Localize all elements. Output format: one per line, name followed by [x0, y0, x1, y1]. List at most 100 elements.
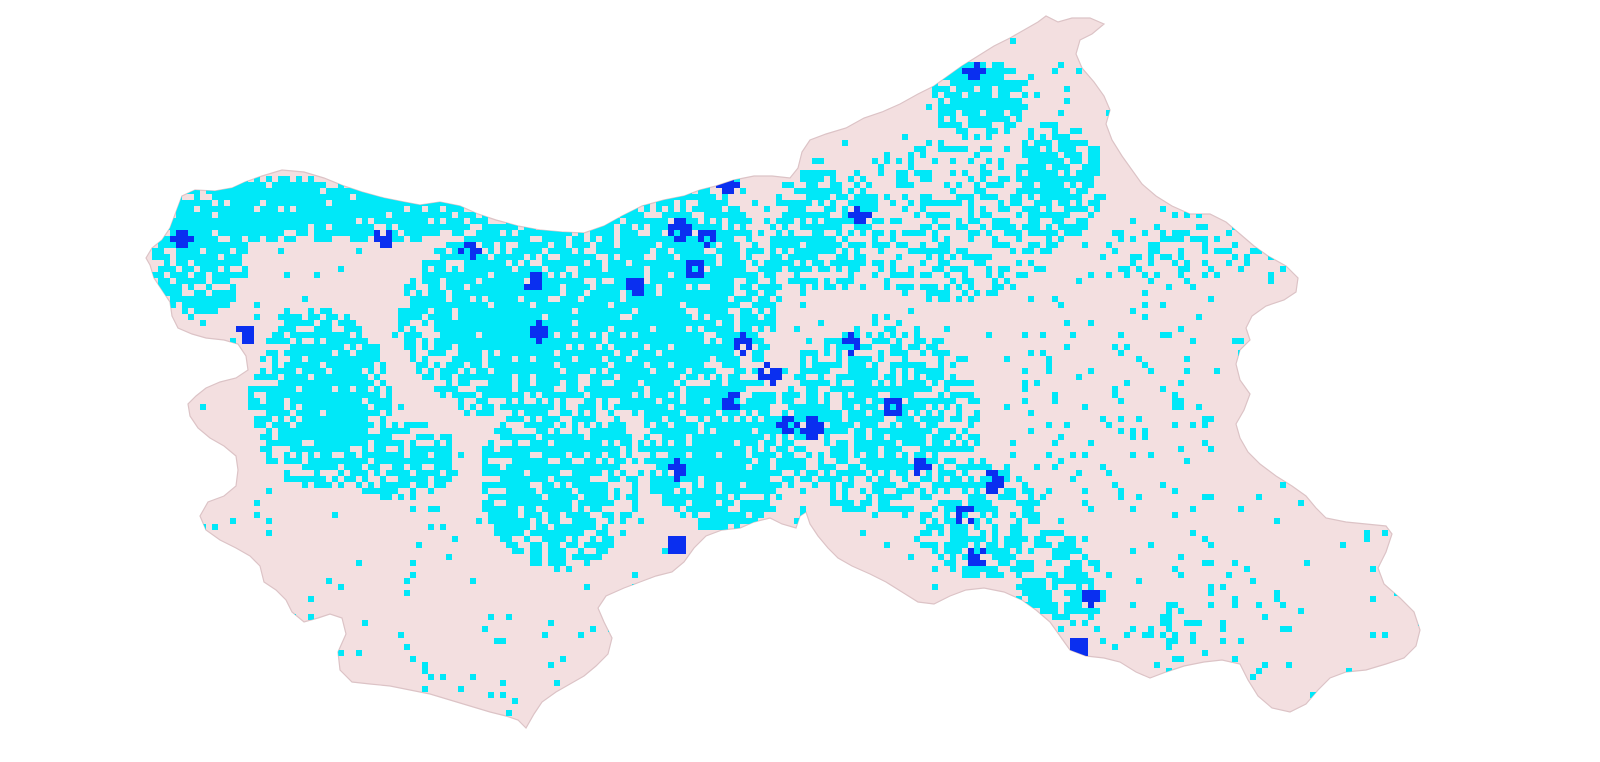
raster-cell-moderate	[482, 278, 488, 284]
raster-cell-moderate	[1178, 272, 1184, 278]
raster-cell-moderate	[626, 380, 632, 386]
raster-cell-moderate	[560, 374, 566, 380]
raster-cell-moderate	[602, 242, 608, 248]
raster-cell-moderate	[236, 194, 242, 200]
raster-cell-moderate	[398, 476, 404, 482]
raster-cell-moderate	[212, 194, 218, 200]
raster-cell-moderate	[902, 206, 908, 212]
raster-cell-moderate	[662, 386, 668, 392]
raster-cell-moderate	[302, 368, 308, 374]
raster-cell-moderate	[962, 254, 968, 260]
raster-cell-moderate	[464, 266, 470, 272]
raster-cell-moderate	[1022, 488, 1028, 494]
raster-cell-moderate	[554, 476, 560, 482]
raster-cell-moderate	[656, 206, 662, 212]
raster-cell-moderate	[566, 356, 572, 362]
raster-cell-moderate	[440, 452, 446, 458]
raster-cell-moderate	[1112, 248, 1118, 254]
raster-cell-moderate	[890, 266, 896, 272]
raster-cell-moderate	[488, 464, 494, 470]
raster-cell-moderate	[752, 434, 758, 440]
raster-cell-moderate	[746, 422, 752, 428]
raster-cell-moderate	[686, 254, 692, 260]
raster-cell-moderate	[614, 446, 620, 452]
raster-cell-moderate	[626, 374, 632, 380]
raster-cell-moderate	[560, 464, 566, 470]
raster-cell-moderate	[248, 200, 254, 206]
raster-cell-moderate	[926, 416, 932, 422]
raster-cell-moderate	[404, 314, 410, 320]
raster-cell-high	[170, 236, 176, 242]
raster-cell-moderate	[542, 254, 548, 260]
raster-cell-moderate	[326, 464, 332, 470]
raster-cell-moderate	[842, 218, 848, 224]
raster-cell-moderate	[332, 446, 338, 452]
raster-cell-moderate	[536, 350, 542, 356]
raster-cell-moderate	[392, 230, 398, 236]
raster-cell-moderate	[740, 212, 746, 218]
raster-cell-moderate	[458, 344, 464, 350]
raster-cell-moderate	[518, 350, 524, 356]
raster-cell-moderate	[938, 434, 944, 440]
raster-cell-moderate	[1196, 212, 1202, 218]
raster-cell-moderate	[344, 458, 350, 464]
raster-cell-moderate	[686, 404, 692, 410]
raster-cell-moderate	[266, 338, 272, 344]
raster-cell-moderate	[350, 224, 356, 230]
raster-cell-moderate	[422, 266, 428, 272]
raster-cell-moderate	[974, 290, 980, 296]
raster-cell-moderate	[398, 446, 404, 452]
raster-cell-moderate	[608, 464, 614, 470]
raster-cell-moderate	[584, 254, 590, 260]
raster-cell-moderate	[1046, 206, 1052, 212]
raster-cell-moderate	[722, 422, 728, 428]
raster-cell-moderate	[410, 212, 416, 218]
raster-cell-moderate	[842, 428, 848, 434]
raster-cell-moderate	[1052, 212, 1058, 218]
raster-cell-moderate	[812, 188, 818, 194]
raster-cell-moderate	[674, 242, 680, 248]
raster-cell-moderate	[266, 446, 272, 452]
raster-cell-moderate	[620, 308, 626, 314]
raster-cell-moderate	[404, 290, 410, 296]
raster-cell-moderate	[494, 356, 500, 362]
raster-cell-moderate	[272, 194, 278, 200]
raster-cell-moderate	[986, 98, 992, 104]
raster-cell-moderate	[482, 368, 488, 374]
raster-cell-moderate	[518, 434, 524, 440]
raster-cell-moderate	[1028, 248, 1034, 254]
raster-cell-high	[686, 260, 692, 266]
raster-cell-moderate	[542, 476, 548, 482]
raster-cell-moderate	[482, 344, 488, 350]
raster-cell-moderate	[752, 338, 758, 344]
raster-cell-moderate	[860, 242, 866, 248]
raster-cell-moderate	[584, 326, 590, 332]
raster-cell-moderate	[632, 386, 638, 392]
raster-cell-moderate	[500, 428, 506, 434]
raster-cell-moderate	[758, 470, 764, 476]
raster-cell-moderate	[626, 296, 632, 302]
raster-cell-high	[674, 224, 680, 230]
raster-cell-moderate	[638, 272, 644, 278]
raster-cell-moderate	[644, 206, 650, 212]
raster-cell-moderate	[260, 194, 266, 200]
raster-cell-moderate	[596, 440, 602, 446]
raster-cell-moderate	[716, 428, 722, 434]
raster-cell-moderate	[296, 206, 302, 212]
raster-cell-moderate	[356, 206, 362, 212]
raster-cell-moderate	[596, 278, 602, 284]
raster-cell-moderate	[788, 236, 794, 242]
raster-cell-moderate	[506, 236, 512, 242]
raster-cell-moderate	[1076, 470, 1082, 476]
raster-cell-moderate	[452, 284, 458, 290]
raster-cell-moderate	[314, 230, 320, 236]
raster-cell-moderate	[578, 338, 584, 344]
raster-cell-moderate	[662, 314, 668, 320]
raster-cell-moderate	[266, 194, 272, 200]
raster-cell-moderate	[998, 266, 1004, 272]
raster-cell-moderate	[530, 476, 536, 482]
raster-cell-moderate	[470, 404, 476, 410]
raster-cell-moderate	[1082, 164, 1088, 170]
